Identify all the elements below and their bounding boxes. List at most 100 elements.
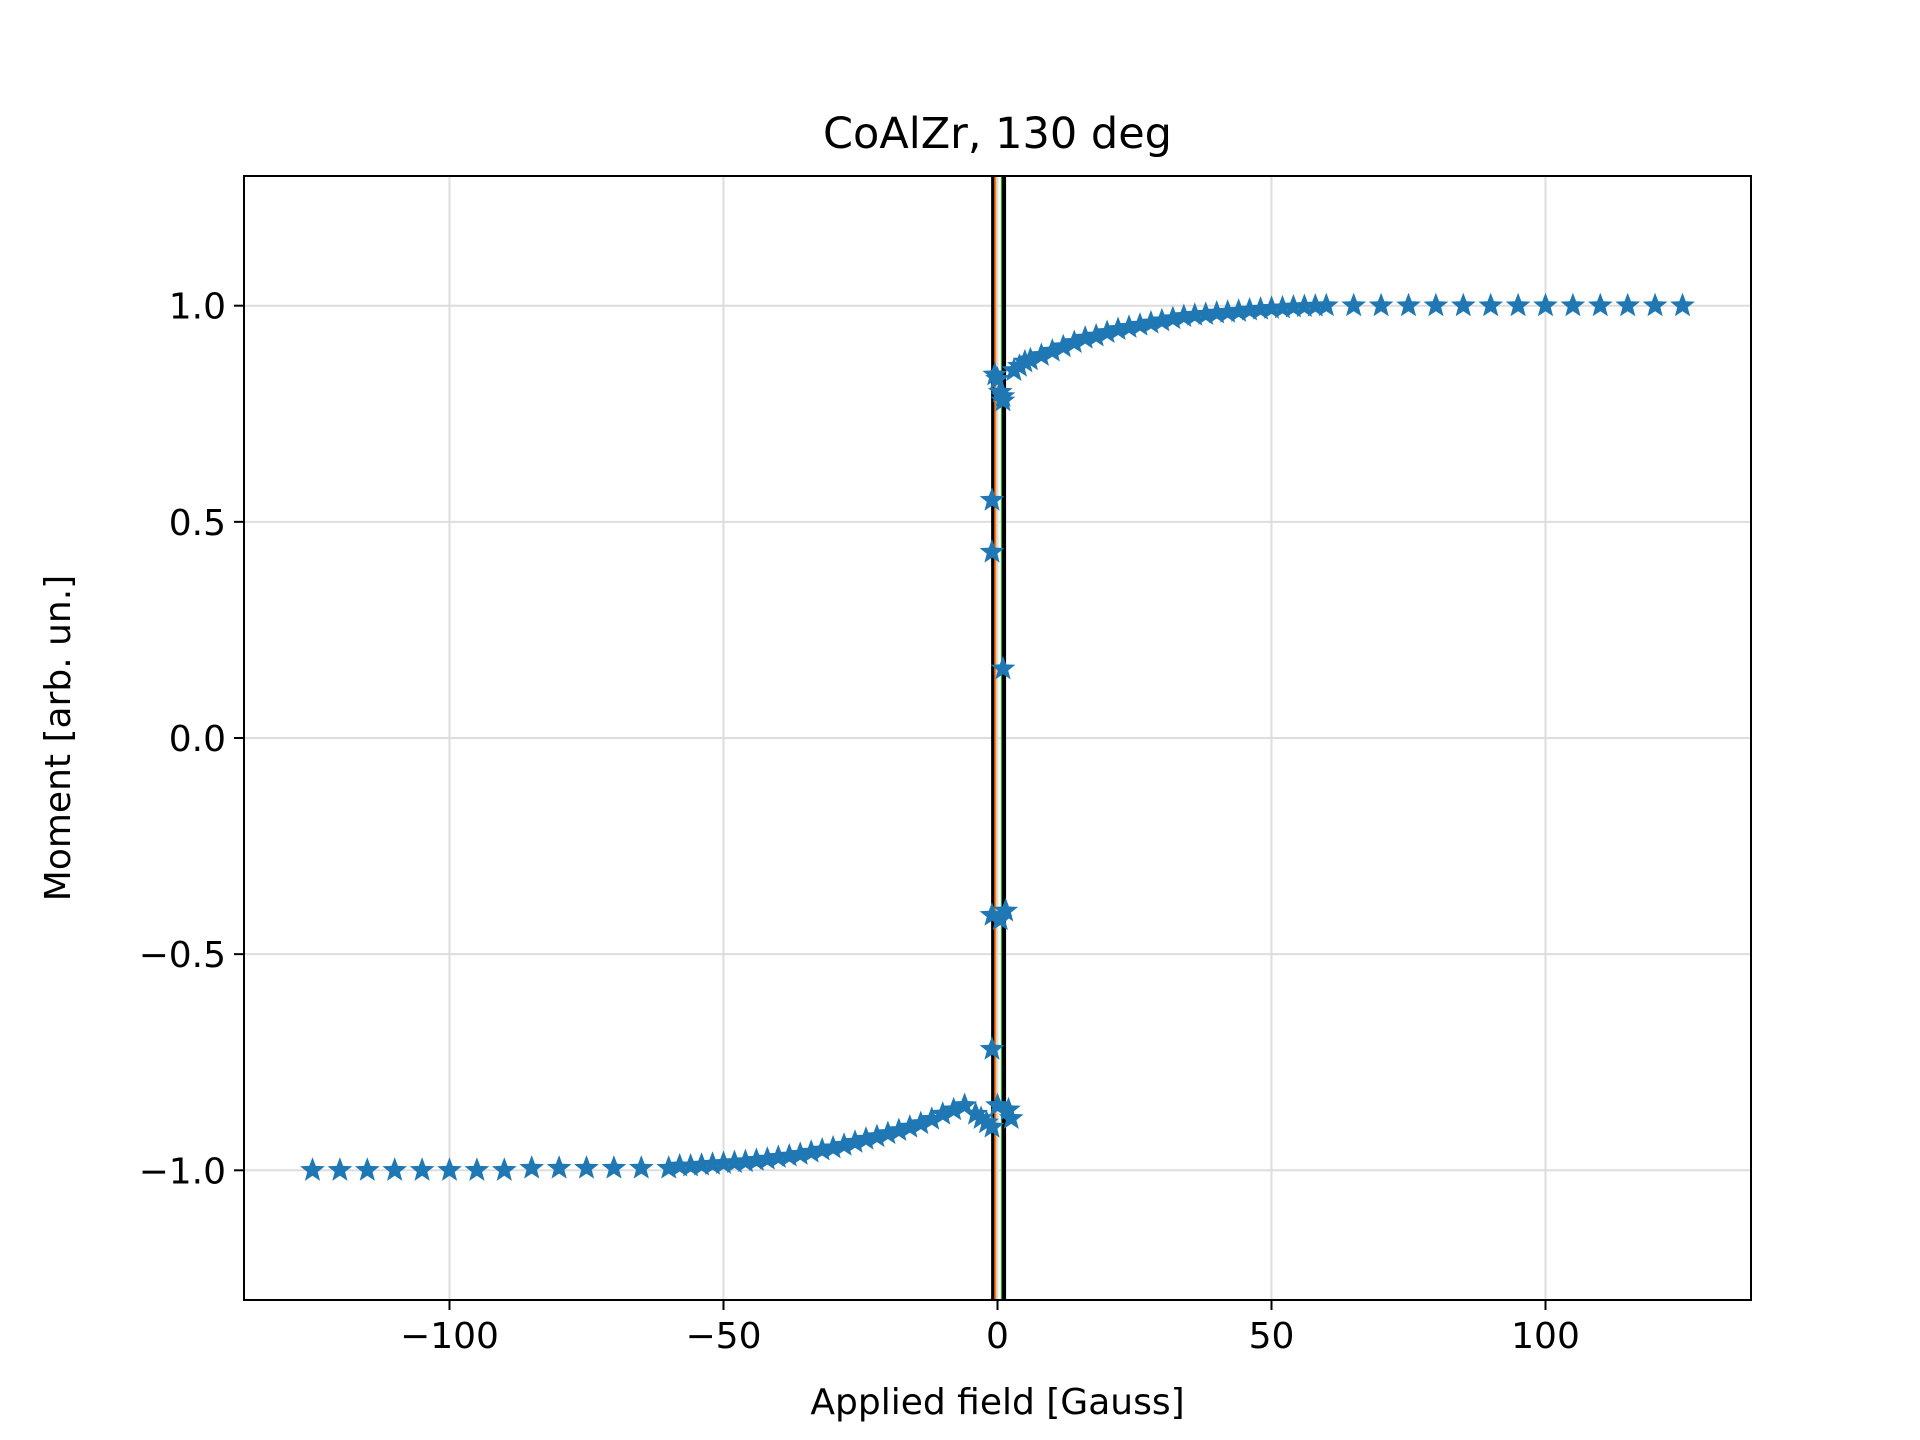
data-point: [919, 1106, 945, 1130]
data-point: [1138, 309, 1164, 334]
data-point: [1072, 325, 1098, 349]
data-point: [1450, 292, 1476, 317]
data-point: [842, 1129, 868, 1153]
data-point: [1560, 292, 1586, 317]
data-point: [700, 1151, 725, 1175]
data-point: [1105, 316, 1131, 340]
data-point: [1083, 322, 1109, 347]
data-point: [1226, 298, 1251, 322]
data-point: [875, 1120, 901, 1145]
data-point: [464, 1157, 490, 1181]
data-point: [968, 1105, 994, 1129]
data-point: [574, 1155, 599, 1179]
data-point: [1061, 329, 1087, 353]
data-markers: [300, 292, 1695, 1181]
data-point: [409, 1157, 435, 1181]
data-point: [1259, 295, 1284, 319]
data-point: [831, 1132, 857, 1156]
data-point: [1478, 292, 1504, 317]
grid: [244, 176, 1751, 1300]
data-point: [1160, 305, 1186, 330]
data-point: [1028, 342, 1054, 366]
data-point: [1193, 301, 1219, 325]
data-point: [974, 1109, 999, 1134]
data-point: [1270, 294, 1295, 319]
x-tick-label: −50: [686, 1316, 762, 1357]
data-point: [1127, 312, 1153, 336]
data-point: [908, 1110, 934, 1135]
x-tick-label: −100: [400, 1316, 499, 1357]
data-point: [979, 902, 1005, 926]
data-point: [930, 1101, 956, 1125]
data-point: [689, 1152, 714, 1176]
data-point: [382, 1157, 408, 1181]
data-point: [1171, 303, 1197, 328]
data-point: [1248, 296, 1273, 320]
data-point: [1587, 292, 1613, 317]
data-point: [546, 1155, 572, 1179]
data-point: [979, 487, 1005, 511]
data-point: [993, 897, 1019, 922]
x-tick-label: 100: [1511, 1316, 1580, 1357]
y-axis-ticks: −1.0 −0.5 0.0 0.5 1.0: [139, 287, 244, 1192]
data-point: [1149, 307, 1175, 332]
data-point: [733, 1148, 758, 1173]
data-point: [1292, 293, 1317, 318]
y-tick-label: 0.5: [169, 503, 226, 544]
data-point: [996, 1096, 1021, 1121]
x-axis-ticks: −100 −50 0 50 100: [400, 1300, 1580, 1357]
data-point: [886, 1117, 912, 1142]
data-point: [1505, 292, 1531, 317]
data-point: [1281, 293, 1306, 318]
data-point: [1302, 293, 1328, 317]
data-point: [979, 1114, 1005, 1138]
data-point: [765, 1144, 791, 1168]
data-point: [864, 1123, 890, 1148]
data-point: [667, 1152, 693, 1177]
data-point: [1533, 292, 1558, 317]
data-point: [722, 1149, 747, 1174]
data-point: [985, 1092, 1010, 1116]
data-point: [897, 1114, 923, 1138]
data-point: [1018, 346, 1043, 371]
y-tick-label: 1.0: [169, 287, 226, 328]
data-point: [798, 1139, 824, 1163]
data-point: [519, 1155, 545, 1179]
data-point: [1050, 333, 1076, 358]
x-tick-label: 50: [1249, 1316, 1295, 1357]
data-point: [754, 1146, 780, 1170]
data-point: [1204, 300, 1230, 324]
data-point: [1039, 338, 1065, 362]
data-point: [990, 655, 1016, 680]
y-axis-label: Moment [arb. un.]: [38, 575, 79, 901]
data-point: [776, 1143, 802, 1167]
data-point: [1396, 292, 1421, 317]
data-point: [601, 1155, 627, 1179]
data-point: [628, 1155, 654, 1179]
data-point: [941, 1096, 967, 1121]
data-point: [1670, 292, 1695, 317]
data-point: [678, 1152, 703, 1177]
data-point: [1313, 292, 1339, 317]
data-point: [979, 539, 1005, 563]
data-point: [985, 366, 1010, 390]
data-point: [998, 1105, 1024, 1129]
data-point: [1642, 292, 1668, 317]
y-tick-label: −0.5: [139, 935, 226, 976]
data-point: [1094, 319, 1120, 344]
x-axis-label: Applied field [Gauss]: [810, 1382, 1184, 1423]
x-tick-label: 0: [986, 1316, 1009, 1357]
data-point: [1215, 299, 1241, 323]
chart-title: CoAlZr, 130 deg: [823, 109, 1172, 159]
data-point: [437, 1157, 462, 1181]
data-point: [853, 1126, 879, 1150]
data-point: [990, 387, 1016, 412]
data-point: [354, 1157, 380, 1181]
data-point: [1423, 292, 1449, 317]
data-point: [491, 1157, 517, 1181]
data-point: [963, 1101, 988, 1125]
data-point: [952, 1092, 977, 1116]
